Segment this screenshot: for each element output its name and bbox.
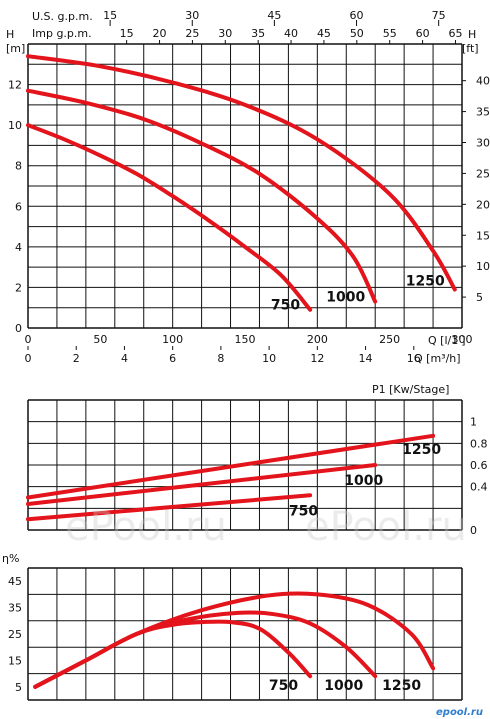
power-curve-1000 bbox=[26, 463, 378, 506]
power-curve-1250 bbox=[26, 433, 436, 500]
head-curve-label-1000: 1000 bbox=[326, 290, 365, 306]
x-tick-label-m3h: 8 bbox=[217, 352, 224, 365]
y-tick-label-ft: 35 bbox=[476, 106, 490, 119]
x-tick-label-lmin: 200 bbox=[307, 333, 328, 346]
head-ft-axis-label: H bbox=[468, 28, 476, 41]
x-tick-label-imp-gpm: 55 bbox=[383, 27, 397, 40]
efficiency-curve-label-1250: 1250 bbox=[382, 678, 421, 694]
y-tick-label-ft: 10 bbox=[476, 260, 490, 273]
power-curve-label-1250: 1250 bbox=[402, 442, 441, 458]
y-tick-label-efficiency: 25 bbox=[8, 628, 22, 641]
y-tick-label-m: 4 bbox=[15, 241, 22, 254]
efficiency-axis-label: η% bbox=[2, 552, 19, 565]
x-tick-label-m3h: 4 bbox=[121, 352, 128, 365]
y-tick-label-power: 1 bbox=[470, 416, 477, 429]
y-tick-label-efficiency: 15 bbox=[8, 654, 22, 667]
efficiency-curve-panel: 5 15 25 35 45 750 1000 1250 bbox=[8, 567, 463, 701]
x-tick-label-us-gpm: 30 bbox=[185, 9, 199, 22]
y-tick-label-ft: 5 bbox=[476, 291, 483, 304]
flow-lmin-axis-label: Q [l/1'] bbox=[428, 334, 466, 347]
y-tick-label-m: 10 bbox=[8, 119, 22, 132]
x-tick-label-us-gpm: 45 bbox=[267, 9, 281, 22]
y-tick-label-power: 0.4 bbox=[470, 481, 488, 494]
y-tick-label-m: 8 bbox=[15, 160, 22, 173]
power-curve-750 bbox=[26, 493, 313, 522]
brand-logo: epool.ru bbox=[436, 707, 483, 718]
x-tick-label-m3h: 12 bbox=[310, 352, 324, 365]
x-tick-label-us-gpm: 15 bbox=[103, 9, 117, 22]
x-tick-label-lmin: 300 bbox=[452, 333, 473, 346]
us-gpm-axis-label: U.S. g.p.m. bbox=[32, 10, 93, 23]
x-tick-label-imp-gpm: 40 bbox=[284, 27, 298, 40]
y-tick-label-ft: 40 bbox=[476, 75, 490, 88]
y-tick-label-ft: 30 bbox=[476, 137, 490, 150]
efficiency-curve-1250 bbox=[33, 591, 436, 689]
x-tick-label-m3h: 10 bbox=[262, 352, 276, 365]
x-tick-label-m3h: 16 bbox=[407, 352, 421, 365]
x-tick-label-lmin: 250 bbox=[379, 333, 400, 346]
y-tick-label-power: 0.8 bbox=[470, 437, 488, 450]
x-tick-label-imp-gpm: 50 bbox=[350, 27, 364, 40]
y-tick-label-ft: 20 bbox=[476, 198, 490, 211]
imp-gpm-axis-label: Imp g.p.m. bbox=[32, 27, 92, 40]
power-curve-label-1000: 1000 bbox=[344, 473, 383, 489]
head-m-axis-label: H bbox=[6, 28, 14, 41]
head-curve-1250 bbox=[26, 54, 457, 292]
x-tick-label-imp-gpm: 65 bbox=[448, 27, 462, 40]
y-tick-label-efficiency: 45 bbox=[8, 575, 22, 588]
y-tick-label-m: 0 bbox=[15, 322, 22, 335]
power-curve-panel: 0 0.4 0.6 0.8 1 750 1000 1250 bbox=[26, 399, 488, 537]
watermark-left: ePool.ru bbox=[65, 504, 227, 550]
x-tick-label-imp-gpm: 35 bbox=[251, 27, 265, 40]
head-curve-750 bbox=[26, 123, 313, 312]
x-tick-label-imp-gpm: 45 bbox=[317, 27, 331, 40]
x-tick-label-lmin: 150 bbox=[235, 333, 256, 346]
head-curve-label-1250: 1250 bbox=[406, 273, 445, 289]
y-tick-label-efficiency: 35 bbox=[8, 602, 22, 615]
y-tick-label-m: 6 bbox=[15, 200, 22, 213]
x-tick-label-imp-gpm: 15 bbox=[120, 27, 134, 40]
x-tick-label-imp-gpm: 30 bbox=[218, 27, 232, 40]
x-tick-label-us-gpm: 60 bbox=[350, 9, 364, 22]
power-axis-label: P1 [Kw/Stage] bbox=[372, 383, 449, 396]
head-m-unit-label: [m] bbox=[6, 42, 25, 55]
y-tick-label-ft: 15 bbox=[476, 229, 490, 242]
x-tick-label-imp-gpm: 25 bbox=[185, 27, 199, 40]
watermark-right: ePool.ru bbox=[305, 504, 467, 550]
power-curve-label-750: 750 bbox=[289, 503, 318, 519]
y-tick-label-power: 0.6 bbox=[470, 459, 488, 472]
y-tick-label-m: 12 bbox=[8, 79, 22, 92]
flow-m3h-axis-label: Q [m³/h] bbox=[414, 352, 461, 365]
x-tick-label-imp-gpm: 20 bbox=[153, 27, 167, 40]
head-curve-label-750: 750 bbox=[271, 298, 300, 314]
x-tick-label-lmin: 50 bbox=[93, 333, 107, 346]
head-ft-unit-label: [ft] bbox=[462, 42, 479, 55]
x-tick-label-lmin: 100 bbox=[162, 333, 183, 346]
efficiency-curve-label-1000: 1000 bbox=[324, 678, 363, 694]
x-tick-label-m3h: 14 bbox=[359, 352, 373, 365]
head-curve-1000 bbox=[26, 88, 378, 304]
x-tick-label-imp-gpm: 60 bbox=[416, 27, 430, 40]
y-tick-label-m: 2 bbox=[15, 281, 22, 294]
y-tick-label-ft: 25 bbox=[476, 167, 490, 180]
efficiency-curve-label-750: 750 bbox=[269, 678, 298, 694]
x-tick-label-m3h: 2 bbox=[73, 352, 80, 365]
y-tick-label-efficiency: 5 bbox=[15, 681, 22, 694]
y-tick-label-power: 0 bbox=[470, 524, 477, 537]
x-tick-label-us-gpm: 75 bbox=[432, 9, 446, 22]
x-tick-label-lmin: 0 bbox=[25, 333, 32, 346]
x-tick-label-m3h: 0 bbox=[25, 352, 32, 365]
x-tick-label-m3h: 6 bbox=[169, 352, 176, 365]
